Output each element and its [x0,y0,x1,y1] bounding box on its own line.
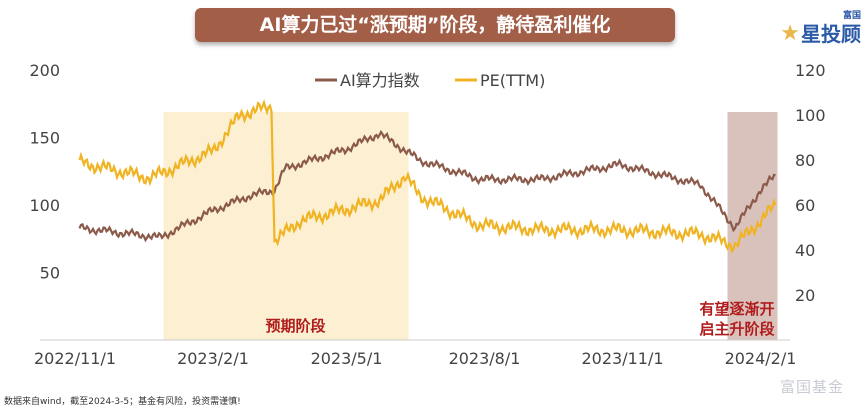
star-icon: ★ [780,21,800,46]
x-tick-label: 2022/11/1 [34,349,116,368]
right-tick-label: 20 [795,286,815,305]
annotation-label: 有望逐渐开 [699,300,774,318]
series-line-2 [78,98,777,254]
logo-text: 富国 星投顾 [801,11,861,46]
logo: ★ 富国 星投顾 [780,2,861,46]
x-tick-label: 2023/5/1 [311,349,383,368]
logo-top: 富国 [842,11,861,21]
left-tick-label: 200 [29,61,60,80]
right-tick-label: 60 [795,196,815,215]
right-tick-label: 80 [795,151,815,170]
left-tick-label: 100 [29,196,60,215]
left-tick-label: 150 [29,129,60,148]
x-tick-label: 2023/8/1 [449,349,521,368]
series-line-1 [78,129,776,243]
right-tick-label: 100 [795,106,826,125]
watermark: 富国基金 [780,378,845,396]
right-tick-label: 40 [795,241,815,260]
chart-title: AI算力已过“涨预期”阶段，静待盈利催化 [195,8,675,42]
left-tick-label: 50 [40,264,60,283]
right-tick-label: 120 [795,61,826,80]
legend-label: PE(TTM) [480,71,545,90]
legend-label: AI算力指数 [340,71,420,90]
logo-main: 星投顾 [801,22,861,46]
annotation-label: 启主升阶段 [699,320,774,338]
annotation-label: 预期阶段 [265,317,325,335]
x-tick-label: 2023/2/1 [177,349,249,368]
source-note: 数据来自wind，截至2024-3-5；基金有风险，投资需谨慎! [4,397,241,407]
x-tick-label: 2023/11/1 [581,349,663,368]
x-tick-label: 2024/2/1 [725,349,797,368]
